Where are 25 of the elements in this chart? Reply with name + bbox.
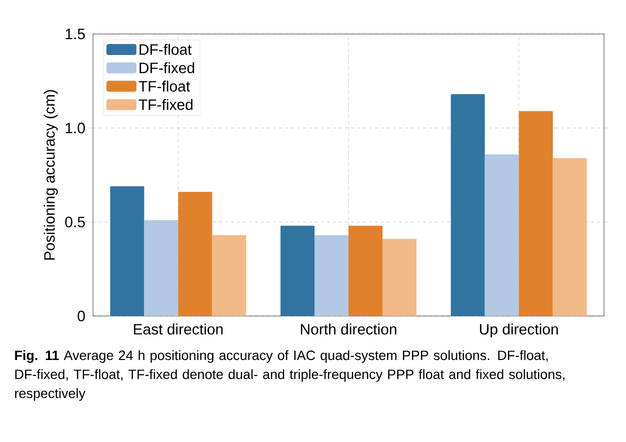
legend-label: TF-float [138,80,190,92]
bar [178,192,212,316]
y-axis-title: Positioning accuracy (cm) [44,90,58,260]
y-tick-label: 1.0 [66,122,85,134]
text: Fig. 11 Average 24 h positioning accuracy of IAC quad-system PPP solutions. DF-float, DF-fixed, TF-float, TF-fixed denote dual- and triple-frequency PPP float and fixed solutions, respectively [15,350,564,401]
bar [280,226,315,316]
bar [484,154,519,316]
legend-label: DF-float [140,44,192,55]
bar [450,94,485,316]
bar [314,235,348,316]
bar [348,226,383,316]
y-tick-label: 0.5 [65,216,85,228]
bar [110,186,144,316]
bar [212,235,246,316]
x-tick-label: North direction [300,324,396,335]
legend-label: TF-fixed [138,98,192,110]
x-tick-label: Up direction [480,324,558,338]
bar [144,220,178,316]
x-tick-label: East direction [134,324,223,335]
bar [382,238,416,316]
y-tick-label: 1.5 [66,28,85,40]
bar [518,111,553,316]
bar [552,158,587,316]
y-tick-label: 0 [78,310,85,322]
legend-label: DF-fixed [140,62,194,74]
